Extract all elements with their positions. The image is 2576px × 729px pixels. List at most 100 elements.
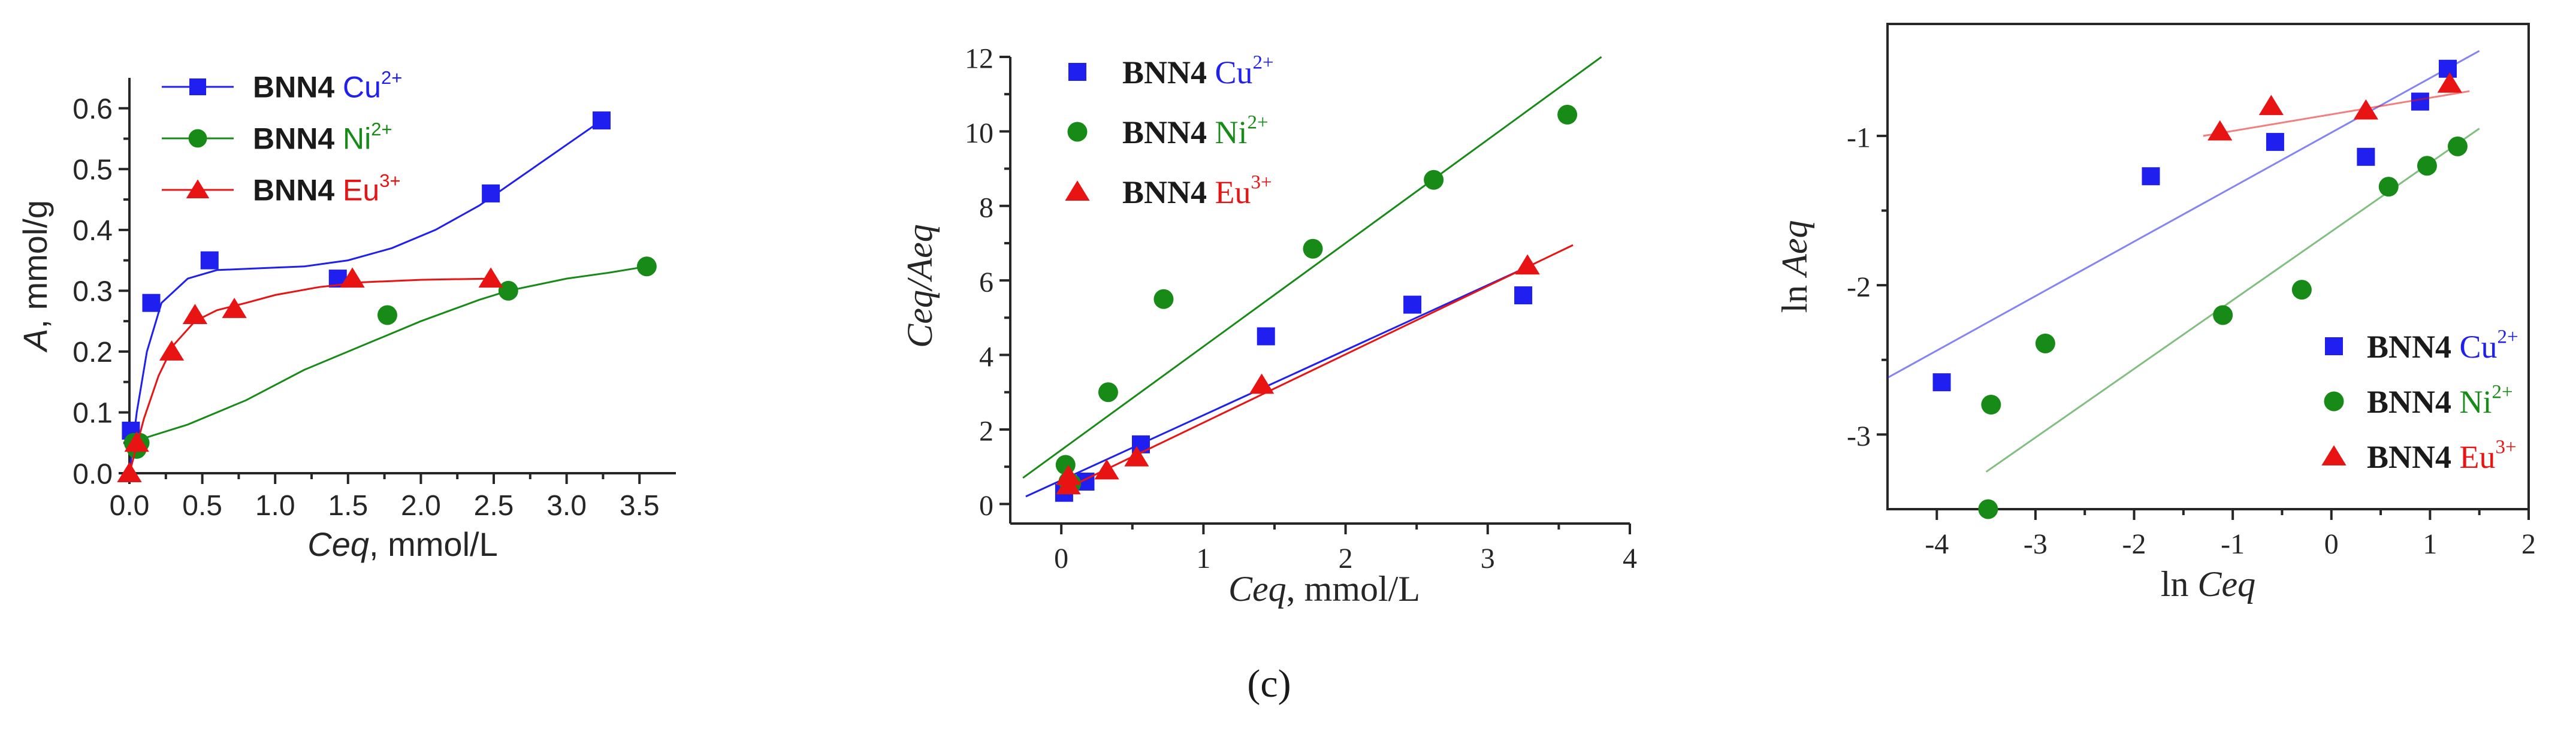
legend-label-ni: BNN4 Ni2+: [2367, 382, 2513, 420]
data-point-eu: [1515, 254, 1540, 275]
y-tick-label: 0.6: [73, 93, 113, 125]
data-point-cu: [2439, 59, 2457, 78]
legend-label-cu: BNN4 Cu2+: [253, 67, 402, 104]
data-point-eu: [222, 298, 247, 318]
y-axis-label: ln Aeq: [1775, 220, 1814, 313]
legend-label-eu: BNN4 Eu3+: [2367, 437, 2517, 475]
data-point-ni: [636, 256, 657, 277]
x-tick-label: 0.0: [110, 490, 150, 522]
x-tick-label: 3.5: [620, 490, 660, 522]
x-tick-label: 0: [1054, 543, 1068, 574]
data-point-ni: [2035, 333, 2055, 353]
legend-label-eu: BNN4 Eu3+: [1122, 172, 1272, 210]
x-tick-label: 2: [1339, 543, 1353, 574]
data-point-eu: [2437, 72, 2462, 93]
x-tick-label: -3: [2024, 528, 2047, 560]
y-tick-label: 0.2: [73, 337, 113, 368]
data-point-cu: [592, 111, 611, 130]
y-tick-label: 10: [965, 117, 993, 149]
fit-line-ni: [129, 265, 647, 444]
legend-marker-cu: [2325, 337, 2343, 355]
data-point-eu: [478, 267, 503, 288]
data-point-cu: [1257, 327, 1275, 346]
data-point-ni: [2417, 156, 2437, 176]
legend-label-ni: BNN4 Ni2+: [1122, 112, 1269, 150]
data-point-eu: [340, 267, 365, 288]
data-point-cu: [142, 294, 161, 312]
y-axis-label: Ceq/Aeq: [900, 224, 940, 348]
y-tick-label: 8: [979, 192, 993, 224]
data-point-cu: [2411, 92, 2429, 111]
y-tick-label: 0.1: [73, 398, 113, 429]
legend-label-eu: BNN4 Eu3+: [253, 170, 401, 207]
fit-line-eu: [2203, 90, 2470, 137]
y-tick-label: 0.0: [73, 458, 113, 490]
y-tick-label: -2: [1847, 271, 1871, 303]
fit-line-eu: [1061, 244, 1574, 492]
x-axis-label: Ceq, mmol/L: [307, 525, 497, 563]
data-point-ni: [1303, 238, 1323, 259]
legend-label-cu: BNN4 Cu2+: [2367, 326, 2518, 365]
data-point-ni: [1153, 289, 1174, 309]
data-point-eu: [1056, 464, 1081, 485]
data-point-eu: [1124, 446, 1149, 467]
data-point-ni: [377, 305, 397, 325]
data-point-cu: [2266, 132, 2284, 151]
data-point-cu: [2142, 167, 2160, 186]
fit-line-ni: [1022, 56, 1602, 479]
fit-line-cu: [1025, 264, 1531, 498]
y-tick-label: 0.5: [73, 155, 113, 186]
x-tick-label: 1: [1196, 543, 1210, 574]
x-tick-label: -1: [2221, 528, 2245, 560]
series-eu: [117, 267, 503, 482]
legend: BNN4 Cu2+ BNN4 Ni2+ BNN4 Eu3+: [162, 67, 402, 207]
legend-marker-eu: [2321, 445, 2347, 465]
data-point-cu: [482, 184, 500, 202]
x-tick-label: 3.0: [546, 490, 587, 522]
data-point-ni: [1424, 170, 1444, 190]
y-tick-label: 12: [965, 43, 993, 75]
series-eu: [2203, 72, 2470, 141]
y-axis-label: A, mmol/g: [16, 200, 54, 353]
data-point-ni: [2447, 136, 2468, 156]
data-point-ni: [498, 280, 518, 301]
x-tick-label: -4: [1925, 528, 1949, 560]
y-tick-label: 0: [979, 490, 993, 522]
y-tick-label: 0.4: [73, 215, 113, 247]
data-point-eu: [124, 431, 149, 452]
plot-frame: [1886, 23, 2530, 510]
y-tick-label: 0.3: [73, 276, 113, 308]
data-point-eu: [2207, 120, 2233, 141]
legend-marker-cu: [189, 78, 206, 95]
legend-marker-ni: [2324, 391, 2344, 412]
x-tick-label: 2: [2521, 528, 2536, 560]
legend: BNN4 Cu2+ BNN4 Ni2+ BNN4 Eu3+: [2321, 326, 2518, 475]
fit-line-cu: [129, 119, 602, 474]
chart-left: 0.0 0.5 1.0 1.5 2.0 2.5 3.0 3.5 0.0 0.1 0.2 0.3 0.4 0…: [16, 67, 676, 563]
data-point-ni: [2213, 305, 2233, 325]
x-tick-label: 1: [2423, 528, 2437, 560]
data-point-eu: [117, 462, 142, 482]
legend-marker-ni: [188, 129, 207, 148]
data-point-ni: [1981, 395, 2001, 415]
x-tick-label: -2: [2122, 528, 2146, 560]
legend-label-cu: BNN4 Cu2+: [1122, 52, 1274, 90]
series-ni: [1978, 128, 2480, 519]
x-axis-label: ln Ceq: [2161, 564, 2255, 604]
data-point-cu: [1403, 295, 1422, 314]
data-point-ni: [2291, 280, 2312, 300]
x-tick-label: 2.0: [401, 490, 441, 522]
data-point-eu: [2353, 99, 2379, 120]
x-tick-label: 2.5: [474, 490, 514, 522]
series-eu: [1056, 244, 1574, 495]
figure-caption: (c): [1247, 662, 1291, 706]
data-point-ni: [2378, 177, 2399, 197]
legend-marker-ni: [1067, 122, 1088, 142]
data-point-cu: [2357, 147, 2375, 166]
x-tick-label: 1.5: [328, 490, 368, 522]
data-point-cu: [200, 251, 219, 270]
legend-marker-eu: [186, 179, 210, 198]
